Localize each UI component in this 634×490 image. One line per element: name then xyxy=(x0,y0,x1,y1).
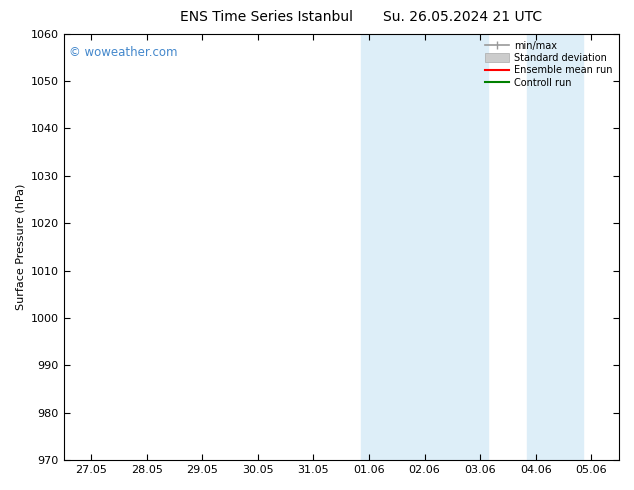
Bar xyxy=(527,34,583,460)
Text: © woweather.com: © woweather.com xyxy=(69,47,178,59)
Y-axis label: Surface Pressure (hPa): Surface Pressure (hPa) xyxy=(15,184,25,310)
Bar xyxy=(397,34,488,460)
Text: ENS Time Series Istanbul: ENS Time Series Istanbul xyxy=(180,10,353,24)
Bar xyxy=(361,34,397,460)
Legend: min/max, Standard deviation, Ensemble mean run, Controll run: min/max, Standard deviation, Ensemble me… xyxy=(482,39,614,90)
Text: Su. 26.05.2024 21 UTC: Su. 26.05.2024 21 UTC xyxy=(384,10,542,24)
